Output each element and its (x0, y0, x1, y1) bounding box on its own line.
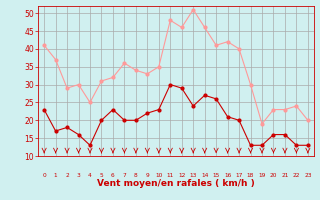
X-axis label: Vent moyen/en rafales ( km/h ): Vent moyen/en rafales ( km/h ) (97, 179, 255, 188)
